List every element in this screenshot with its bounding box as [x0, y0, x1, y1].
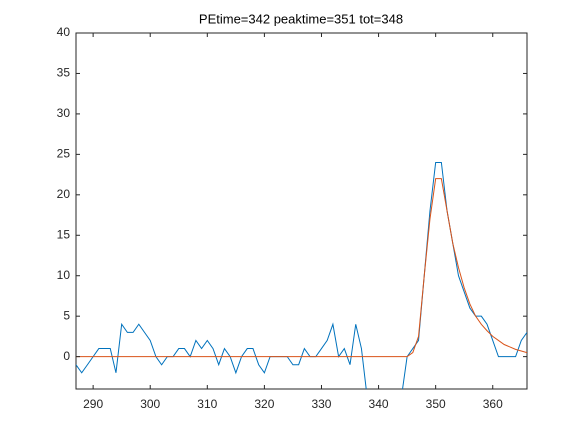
x-tick-label: 320: [254, 397, 274, 411]
y-tick-label: 10: [57, 268, 71, 282]
y-tick-label: 20: [57, 187, 71, 201]
plot: [76, 161, 527, 389]
x-tick-label: 350: [426, 397, 446, 411]
y-tick-label: 30: [57, 106, 71, 120]
x-tick-label: 330: [311, 397, 331, 411]
x-tick-label: 290: [83, 397, 103, 411]
x-tick-label: 310: [197, 397, 217, 411]
y-tick-label: 25: [57, 147, 71, 161]
y-tick-label: 35: [57, 66, 71, 80]
chart-title: PEtime=342 peaktime=351 tot=348: [199, 11, 403, 26]
y-tick-label: 15: [57, 227, 71, 241]
y-tick-label: 5: [63, 308, 70, 322]
y-tick-label: 40: [57, 25, 71, 39]
y-tick-label: 0: [63, 349, 70, 363]
x-tick-label: 340: [369, 397, 389, 411]
plot-area: [75, 32, 528, 390]
series-line: [76, 178, 527, 358]
x-tick-label: 300: [140, 397, 160, 411]
x-tick-label: 360: [483, 397, 503, 411]
